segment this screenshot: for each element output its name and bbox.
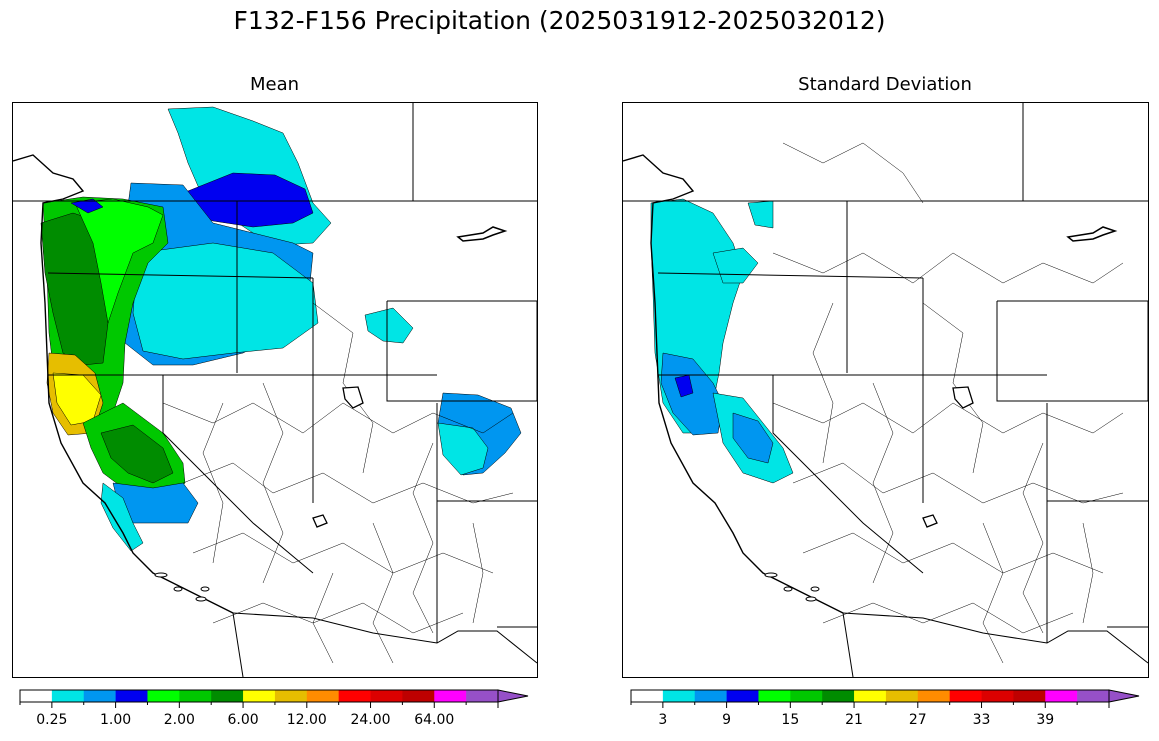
fill-cyan-socal xyxy=(100,482,144,552)
mean-map xyxy=(12,102,538,678)
colorbar-segment xyxy=(83,690,116,702)
colorbar-segment xyxy=(370,690,403,702)
great-lake-marker xyxy=(456,226,508,242)
colorbar-segment xyxy=(211,690,244,702)
colorbar-segment xyxy=(631,690,664,702)
colorbar-segment xyxy=(1013,690,1046,702)
colorbar-tick-label: 9 xyxy=(722,712,732,728)
colorbar-segment xyxy=(147,690,180,702)
colorbar-segment xyxy=(51,690,85,702)
colorbar-tick-label: 15 xyxy=(781,712,800,728)
colorbar-tick-label: 27 xyxy=(908,712,927,728)
colorbar-segment xyxy=(466,690,499,702)
arizona-south xyxy=(232,612,537,664)
great-salt-lake xyxy=(342,386,364,409)
colorbar-tick-label: 2.00 xyxy=(163,712,195,728)
fill-cyan-central xyxy=(132,242,319,360)
mean-islands xyxy=(154,572,210,602)
sd-panel-title: Standard Deviation xyxy=(798,74,972,95)
colorbar-outline xyxy=(19,689,499,703)
or-wa-border xyxy=(47,272,314,279)
sd-fill-medblue-nca xyxy=(660,352,724,436)
colorbar-segment xyxy=(694,690,727,702)
colorbar-segment xyxy=(115,690,148,702)
colorbar-segment xyxy=(790,690,823,702)
sd-boundaries xyxy=(623,103,1148,677)
sd-islands xyxy=(764,572,820,602)
mean-panel-title: Mean xyxy=(249,74,300,95)
fill-cyan-wyoming xyxy=(364,307,414,344)
colorbar-tick-label: 39 xyxy=(1036,712,1055,728)
mean-coastline xyxy=(13,154,234,614)
colorbar-tick-label: 21 xyxy=(845,712,863,728)
mexico-border xyxy=(232,612,244,677)
colorbar-tick-label: 24.00 xyxy=(350,712,391,728)
mean-colorbar-svg xyxy=(19,689,529,708)
colorbar-segment xyxy=(949,690,982,702)
colorbar-segment xyxy=(20,690,53,702)
colorbar-segment xyxy=(822,690,855,702)
colorbar-segment xyxy=(179,690,212,702)
sd-map-svg xyxy=(623,103,1148,677)
sd-fill-cyan-ida xyxy=(747,200,774,229)
fill-blue-nw xyxy=(70,198,104,214)
colorbar-segment xyxy=(854,690,887,702)
colorbar-segment xyxy=(434,690,467,702)
colorbar-segment xyxy=(1045,690,1078,702)
mean-map-svg xyxy=(13,103,537,677)
colorbar-segment xyxy=(885,690,919,702)
mean-precip-fill xyxy=(40,106,522,552)
sd-colorbar: 3 9 15 21 27 33 39 xyxy=(629,688,1149,738)
colorbar-outline xyxy=(630,689,1110,703)
colorbar-segment xyxy=(402,690,435,702)
colorbar-segment xyxy=(662,690,696,702)
sd-fill-medblue-sierra xyxy=(732,412,774,464)
sd-basin-outlines xyxy=(772,142,1124,664)
colorbar-tick-label: 6.00 xyxy=(227,712,259,728)
colorbar-tick-label: 3 xyxy=(658,712,668,728)
colorbar-tick-label: 12.00 xyxy=(286,712,327,728)
mean-colorbar: 0.25 1.00 2.00 6.00 12.00 24.00 64.00 xyxy=(18,688,538,738)
colorbar-extend-arrow xyxy=(497,689,529,703)
colorbar-segment xyxy=(338,690,371,702)
sd-precip-fill xyxy=(650,198,794,484)
colorbar-segment xyxy=(1077,690,1110,702)
sd-map xyxy=(622,102,1149,678)
fill-darkgreen-sierra xyxy=(100,424,174,484)
colorbar-segment xyxy=(758,690,791,702)
sd-fill-blue-nca xyxy=(674,374,694,398)
colorbar-tick-label: 64.00 xyxy=(414,712,455,728)
mean-boundaries xyxy=(13,103,537,677)
colorbar-segment xyxy=(726,690,759,702)
wyoming-box xyxy=(386,300,537,402)
sd-coastline xyxy=(623,154,844,614)
fill-cyan-colorado xyxy=(437,422,489,476)
colorbar-segment xyxy=(981,690,1014,702)
fill-brightgreen xyxy=(74,198,164,324)
colorbar-segment xyxy=(917,690,950,702)
figure-title: F132-F156 Precipitation (2025031912-2025… xyxy=(233,6,886,35)
lake-mead xyxy=(312,514,328,528)
colorbar-segment xyxy=(243,690,276,702)
colorbar-extend-arrow xyxy=(1108,689,1140,703)
mean-basin-outlines xyxy=(162,302,514,664)
colorbar-tick-label: 0.25 xyxy=(36,712,68,728)
colorbar-tick-label: 33 xyxy=(972,712,991,728)
colorbar-segment xyxy=(274,690,308,702)
sd-colorbar-svg xyxy=(630,689,1140,708)
colorbar-tick-label: 1.00 xyxy=(100,712,132,728)
colorbar-segment xyxy=(306,690,339,702)
ca-nv-diagonal xyxy=(162,375,314,574)
